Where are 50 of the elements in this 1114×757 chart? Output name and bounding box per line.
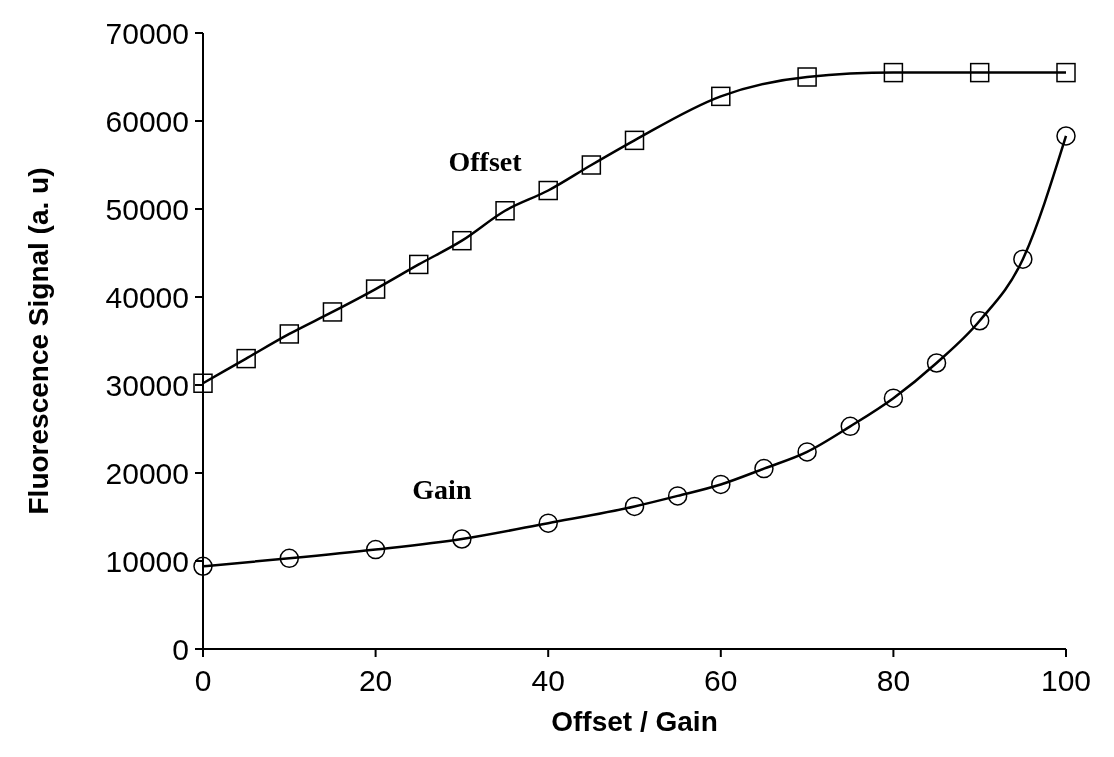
point	[452, 529, 472, 549]
point	[624, 496, 645, 517]
point	[365, 539, 386, 560]
point	[322, 302, 343, 322]
point	[279, 548, 300, 569]
point	[1056, 62, 1076, 83]
point	[365, 279, 386, 299]
y-axis-title: Fluorescence Signal (a. u)	[22, 167, 54, 515]
x-axis-title: Offset / Gain	[551, 706, 718, 737]
point	[538, 513, 558, 533]
point	[1013, 249, 1033, 269]
point	[624, 130, 645, 151]
point	[797, 442, 817, 462]
point	[797, 67, 817, 87]
point	[495, 201, 515, 221]
point	[193, 556, 213, 577]
y-tick-label: 10000	[105, 544, 189, 578]
point	[538, 180, 558, 201]
point	[711, 474, 731, 495]
point	[883, 62, 904, 83]
point	[1056, 126, 1076, 146]
point	[926, 353, 947, 373]
point	[969, 311, 990, 331]
point	[279, 324, 300, 344]
point	[711, 86, 731, 107]
y-tick-label: 30000	[105, 368, 189, 402]
x-tick-label: 60	[704, 664, 738, 697]
y-tick-label: 0	[172, 632, 189, 666]
point	[754, 458, 774, 479]
y-tick-label: 40000	[105, 280, 189, 314]
point	[667, 486, 688, 506]
point	[236, 348, 256, 369]
point	[883, 388, 904, 408]
y-tick-label: 20000	[105, 456, 189, 490]
x-tick-label: 100	[1040, 664, 1092, 697]
point	[969, 62, 990, 83]
point	[840, 416, 860, 437]
y-tick-label: 50000	[105, 192, 189, 226]
y-tick-label: 70000	[105, 16, 189, 50]
series-label: Gain	[412, 474, 472, 505]
x-tick-label: 20	[358, 664, 393, 697]
x-tick-label: 40	[531, 664, 565, 697]
point	[193, 373, 213, 393]
series-label: Offset	[448, 145, 523, 177]
x-tick-label: 80	[876, 664, 911, 697]
point	[452, 230, 472, 251]
x-tick-label: 0	[194, 664, 212, 697]
y-tick-label: 60000	[105, 104, 189, 138]
point	[409, 254, 429, 275]
point	[581, 155, 602, 175]
